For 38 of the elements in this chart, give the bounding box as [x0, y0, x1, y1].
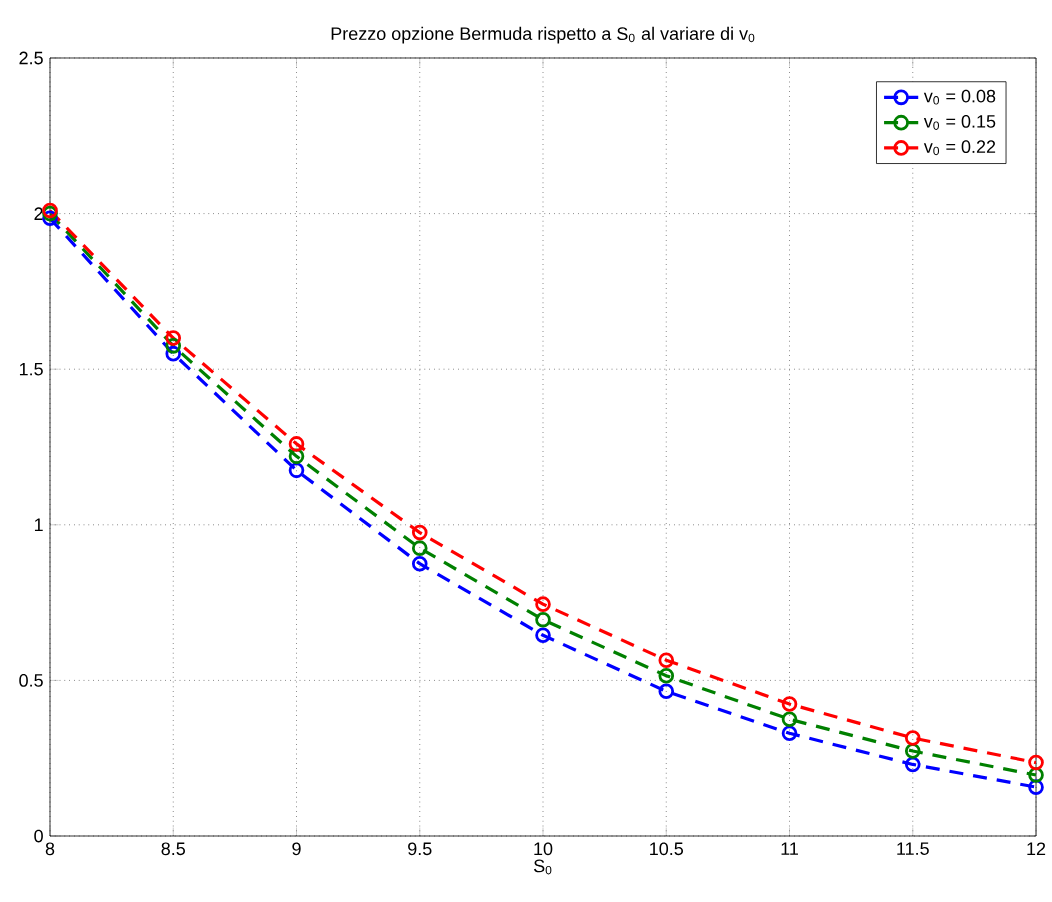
- x-tick-label: 8.5: [161, 842, 186, 856]
- point: [165, 330, 182, 346]
- point: [781, 711, 798, 728]
- legend-label: v$_{0}$ = 0.15: [923, 115, 996, 130]
- point: [288, 462, 305, 479]
- point: [535, 627, 551, 644]
- point: [1028, 754, 1044, 771]
- y-tick-label: 1: [34, 518, 43, 531]
- x-tick-label: 10: [534, 842, 553, 856]
- point: [535, 611, 551, 628]
- point: [658, 667, 675, 684]
- point: [781, 725, 798, 742]
- point: [411, 540, 428, 556]
- y-tick-label: 2.5: [19, 51, 43, 65]
- point: [658, 652, 675, 668]
- point: [288, 436, 305, 452]
- y-tick-label: 2: [34, 207, 43, 220]
- chart-title: Prezzo opzione Bermuda rispetto a S$_{0}$ al variare di v$_{0}$: [331, 26, 755, 44]
- x-tick-label: 12: [1027, 842, 1046, 855]
- legend-label: v$_{0}$ = 0.08: [923, 89, 996, 105]
- point: [535, 596, 551, 612]
- x-tick-label: 11.5: [897, 842, 929, 855]
- point: [658, 683, 675, 700]
- legend-label: v$_{0}$ = 0.22: [923, 140, 996, 156]
- x-tick-label: 10.5: [650, 842, 684, 856]
- point: [904, 743, 921, 759]
- x-tick-label: 9: [292, 842, 301, 856]
- point: [904, 730, 921, 746]
- x-tick-label: 11: [781, 842, 798, 855]
- x-tick-label: 8: [45, 842, 55, 856]
- x-axis-title: S$_{0}$: [533, 859, 552, 875]
- y-tick-label: 0: [34, 829, 43, 843]
- point: [411, 555, 428, 572]
- x-tick-label: 9.5: [408, 842, 432, 856]
- point: [411, 524, 428, 541]
- y-tick-label: 0.5: [19, 674, 43, 687]
- point: [781, 696, 798, 712]
- y-tick-label: 1.5: [19, 362, 43, 376]
